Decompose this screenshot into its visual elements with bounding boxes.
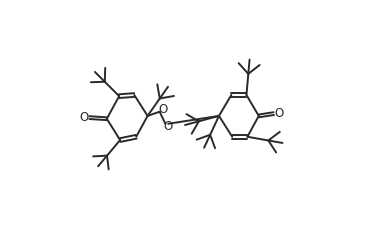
Text: O: O (164, 120, 173, 133)
Text: O: O (80, 111, 89, 124)
Text: O: O (274, 107, 284, 120)
Text: O: O (158, 103, 167, 116)
